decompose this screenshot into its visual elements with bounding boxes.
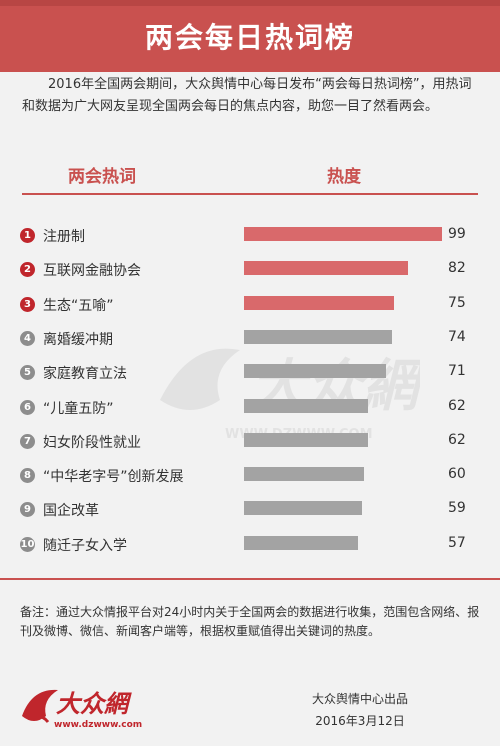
hotword-label: 离婚缓冲期 bbox=[43, 331, 113, 348]
hotword-label: 注册制 bbox=[43, 229, 85, 245]
rank-badge: 2 bbox=[20, 262, 35, 278]
heat-value: 75 bbox=[448, 294, 466, 311]
hotword-row: 5 家庭教育立法 71 bbox=[0, 356, 500, 390]
hotword-label: 随迁子女入学 bbox=[43, 537, 127, 554]
logo-url: www.dzwww.com bbox=[54, 720, 142, 730]
heat-value: 71 bbox=[448, 363, 466, 380]
heat-bar bbox=[244, 432, 368, 447]
hotword-label: 生态“五喻” bbox=[43, 297, 114, 314]
heat-value: 60 bbox=[448, 466, 466, 483]
methodology-note: 备注：通过大众情报平台对24小时内关于全国两会的数据进行收集，范围包含网络、报刊… bbox=[20, 605, 480, 638]
heat-value: 82 bbox=[448, 260, 466, 277]
rank-badge: 5 bbox=[20, 365, 35, 381]
hotword-label: “儿童五防” bbox=[43, 400, 114, 417]
hotword-row: 7 妇女阶段性就业 62 bbox=[0, 425, 500, 459]
title-banner: 两会每日热词榜 bbox=[0, 0, 500, 72]
rank-badge: 3 bbox=[20, 296, 35, 312]
header-divider bbox=[22, 193, 478, 195]
heat-bar bbox=[244, 261, 408, 276]
hotword-label: “中华老字号”创新发展 bbox=[43, 469, 184, 486]
rank-badge: 9 bbox=[20, 502, 35, 518]
heat-value: 62 bbox=[448, 431, 466, 448]
hotword-row: 9 国企改革 59 bbox=[0, 493, 500, 527]
rank-badge: 6 bbox=[20, 399, 35, 415]
page-title: 两会每日热词榜 bbox=[144, 21, 355, 54]
hotword-label: 国企改革 bbox=[43, 503, 99, 520]
hotword-row: 1 注册制 99 bbox=[0, 219, 500, 253]
publish-date: 2016年3月12日 bbox=[315, 714, 405, 728]
heat-value: 74 bbox=[448, 328, 466, 345]
heat-bar bbox=[244, 398, 368, 413]
heat-value: 59 bbox=[448, 500, 466, 517]
heat-bar bbox=[244, 329, 392, 344]
rank-badge: 7 bbox=[20, 433, 35, 449]
hotword-row: 2 互联网金融协会 82 bbox=[0, 253, 500, 287]
footer-divider bbox=[0, 578, 500, 580]
heat-value: 62 bbox=[448, 397, 466, 414]
heat-bar bbox=[244, 535, 358, 550]
hotword-row: 8 “中华老字号”创新发展 60 bbox=[0, 459, 500, 493]
heat-value: 57 bbox=[448, 534, 466, 551]
rank-badge: 1 bbox=[20, 228, 35, 243]
hotword-label: 家庭教育立法 bbox=[43, 366, 127, 383]
heat-bar bbox=[244, 364, 386, 379]
hotword-row: 6 “儿童五防” 62 bbox=[0, 391, 500, 425]
rank-badge: 10 bbox=[20, 536, 35, 552]
hotword-label: 互联网金融协会 bbox=[43, 263, 141, 280]
heat-bar bbox=[244, 295, 394, 310]
column-header-term: 两会热词 bbox=[68, 167, 136, 187]
heat-bar bbox=[244, 501, 362, 516]
hotword-row: 3 生态“五喻” 75 bbox=[0, 288, 500, 322]
logo-name: 大众網 bbox=[56, 689, 132, 718]
rank-badge: 8 bbox=[20, 468, 35, 484]
heat-bar bbox=[244, 227, 442, 241]
hotword-row: 4 离婚缓冲期 74 bbox=[0, 322, 500, 356]
heat-value: 99 bbox=[448, 226, 466, 242]
dzwww-logo: 大众網 www.dzwww.com bbox=[22, 689, 142, 730]
heat-bar bbox=[244, 467, 364, 482]
intro-text: 2016年全国两会期间，大众舆情中心每日发布“两会每日热词榜”，用热词和数据为广… bbox=[22, 77, 472, 114]
publisher-credit: 大众舆情中心出品 bbox=[311, 692, 408, 706]
rank-badge: 4 bbox=[20, 330, 35, 346]
hotword-row: 10 随迁子女入学 57 bbox=[0, 528, 500, 562]
column-header-heat: 热度 bbox=[327, 167, 361, 187]
hotword-label: 妇女阶段性就业 bbox=[43, 434, 141, 451]
